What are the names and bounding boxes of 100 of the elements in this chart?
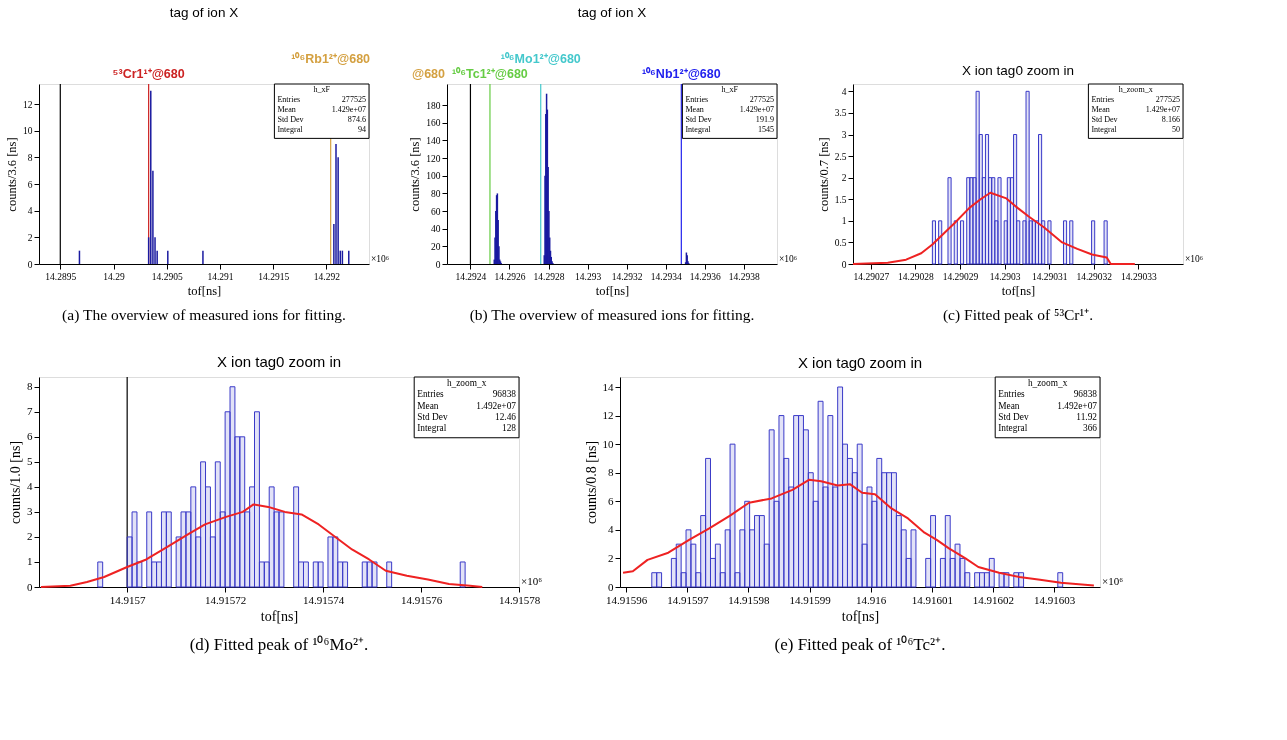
annotation: h_zoom_x [1118,85,1153,94]
y-tick-label: 0 [27,259,33,270]
x-axis-title: tof[ns] [841,608,880,624]
chart-title: X ion tag0 zoom in [962,63,1074,78]
y-tick-label: 10 [23,126,33,137]
text: Mean 1.492e+07 [417,400,516,411]
text: Std Dev 8.166 [1091,115,1180,125]
y-tick-label: 20 [431,241,441,252]
x-tick-label: 14.29 [103,271,125,282]
x-tick-label: 14.2938 [728,271,760,282]
y-tick-label: 180 [426,100,441,111]
y-axis-title: counts/3.6 [ns] [5,137,19,212]
text: (e) Fitted peak of ¹⁰⁶Tc²⁺. [774,635,946,654]
x-tick-label: 14.29032 [1076,271,1113,282]
ref-line-label: ¹⁰⁶Tc1²⁺@680 [452,67,528,81]
y-tick-label: 4 [841,86,847,97]
x-tick-label: 14.292 [313,271,341,282]
text: Integral 94 [277,125,366,135]
ref-line-label: ⁵³Cr1¹⁺@680 [112,67,185,81]
annotation: h_xF [313,85,331,94]
annotation: h_xF [721,85,739,94]
x-tick-label: 14.91578 [498,593,541,606]
x-tick-label: 14.2936 [689,271,721,282]
y-tick-label: 2 [608,551,614,564]
text: ×10⁶ [1185,254,1204,264]
y-tick-label: 1 [841,216,847,227]
x-tick-label: 14.2924 [455,271,487,282]
text: Entries 277525 [685,95,774,105]
text: Mean 1.429e+07 [1091,105,1180,115]
y-axis-title: counts/0.8 [ns] [583,440,599,525]
text: ×10⁶ [521,575,543,587]
y-tick-label: 0 [608,580,614,593]
text: ×10⁶ [371,254,390,264]
text: Integral 1545 [685,125,774,135]
y-tick-label: 12 [23,99,33,110]
x-tick-label: 14.2928 [533,271,565,282]
text: Std Dev 874.6 [277,115,366,125]
text: @680 [411,67,446,81]
x-tick-label: 14.91572 [205,593,247,606]
y-tick-label: 80 [431,188,441,199]
y-tick-label: 4 [27,480,33,493]
x-tick-label: 14.29029 [942,271,979,282]
x-axis-title: tof[ns] [1001,284,1036,298]
y-tick-label: 2 [27,530,33,543]
text: ×10⁶ [1102,575,1124,587]
y-tick-label: 1.5 [834,194,847,205]
text: Std Dev 12.46 [417,412,516,423]
x-tick-label: 14.2905 [151,271,183,282]
text: Entries 96838 [998,389,1097,400]
text: ×10⁶ [779,254,798,264]
y-axis-title: counts/1.0 [ns] [8,440,23,525]
y-tick-label: 8 [608,466,614,479]
x-tick-label: 14.291 [207,271,234,282]
y-tick-label: 2 [841,173,847,184]
text: Entries 277525 [277,95,366,105]
text: Integral 50 [1091,125,1180,135]
x-tick-label: 14.29027 [853,271,890,282]
y-tick-label: 3 [841,130,847,140]
x-axis-title: tof[ns] [187,284,222,298]
y-tick-label: 12 [602,409,614,422]
x-tick-label: 14.2934 [650,271,682,282]
x-tick-label: 14.9157 [109,593,147,606]
text: Std Dev 191.9 [685,115,774,125]
x-tick-label: 14.2932 [611,271,643,282]
x-tick-label: 14.2895 [45,271,77,282]
x-tick-label: 14.91574 [302,593,345,606]
y-tick-label: 2.5 [834,151,847,162]
y-tick-label: 6 [608,494,614,507]
y-tick-label: 140 [426,135,441,146]
x-tick-label: 14.293 [575,271,602,282]
y-tick-label: 4 [608,523,614,536]
chart-title: X ion tag0 zoom in [797,353,923,371]
annotation: h_zoom_x [446,378,487,388]
y-axis-title: counts/0.7 [ns] [816,137,831,212]
ref-line-label: ¹⁰⁶Nb1²⁺@680 [641,67,721,81]
y-tick-label: 8 [27,380,33,393]
chart-title: tag of ion X [577,4,647,20]
text: Mean 1.429e+07 [685,105,774,115]
y-tick-label: 6 [27,179,33,190]
text: Integral 128 [417,423,516,434]
y-tick-label: 14 [602,380,614,393]
text: Entries 96838 [417,389,516,400]
x-tick-label: 14.91598 [728,593,771,606]
text: (d) Fitted peak of ¹⁰⁶Mo²⁺. [189,635,369,654]
y-tick-label: 1 [27,555,33,568]
y-tick-label: 8 [27,152,33,163]
chart-title: tag of ion X [169,4,239,20]
text: (a) The overview of measured ions for fitting. [62,306,346,324]
text: Std Dev 11.92 [998,412,1097,423]
x-tick-label: 14.91576 [400,593,443,606]
x-tick-label: 14.29031 [1031,271,1068,282]
y-tick-label: 160 [426,118,441,129]
y-tick-label: 6 [27,430,33,443]
y-tick-label: 0 [27,580,33,593]
y-tick-label: 3.5 [834,108,847,119]
x-tick-label: 14.91599 [789,593,832,606]
text: (b) The overview of measured ions for fitting. [469,306,755,324]
y-tick-label: 0.5 [834,237,847,248]
y-axis-title: counts/3.6 [ns] [408,137,423,212]
y-tick-label: 0 [841,259,847,270]
